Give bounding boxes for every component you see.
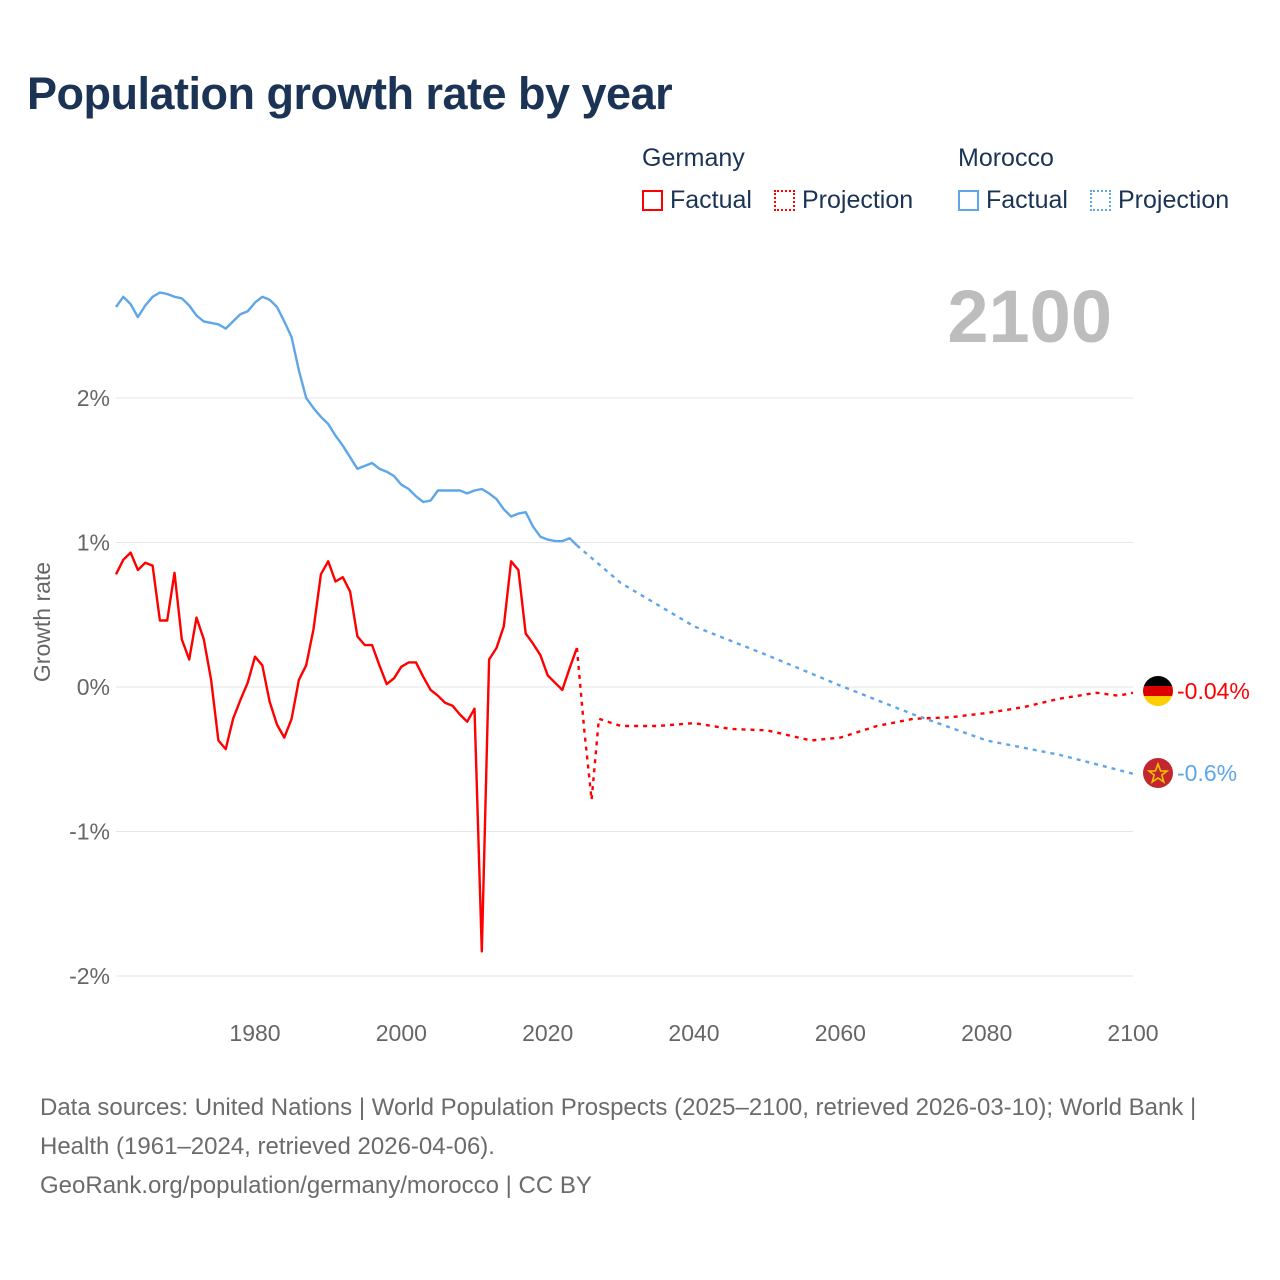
y-tick-label: 1%	[77, 530, 110, 556]
y-tick-label: 0%	[77, 674, 110, 700]
legend-swatch-projection[interactable]	[1089, 190, 1111, 211]
y-tick-label: -2%	[69, 963, 110, 989]
legend-swatch-factual[interactable]	[642, 190, 663, 211]
morocco-projection-line[interactable]	[576, 544, 1134, 775]
footer: Data sources: United Nations | World Pop…	[40, 1088, 1240, 1205]
legend-germany: Germany Factual Projection	[642, 144, 935, 215]
legend-group-name: Morocco	[958, 144, 1054, 172]
legend-label[interactable]: Projection	[1117, 186, 1230, 214]
y-axis-label: Growth rate	[29, 562, 55, 682]
x-tick-label: 2040	[668, 1020, 719, 1046]
germany-end-label: -0.04%	[1177, 678, 1250, 704]
legend-group-name: Germany	[642, 144, 745, 172]
legend-morocco: Morocco Factual Projection	[958, 144, 1251, 215]
x-tick-label: 2080	[961, 1020, 1012, 1046]
data-sources: Data sources: United Nations | World Pop…	[40, 1094, 1197, 1160]
germany-factual-line[interactable]	[114, 551, 579, 953]
legend-swatch-projection[interactable]	[773, 190, 795, 211]
x-tick-label: 2020	[522, 1020, 573, 1046]
legend-label[interactable]: Factual	[986, 186, 1068, 214]
germany-projection-line[interactable]	[575, 647, 1134, 801]
x-tick-label: 2000	[376, 1020, 427, 1046]
year-watermark: 2100	[947, 275, 1112, 358]
chart-plot: 2% 1% 0% -1% -2% 1980 2000 2020 2040 2060 2080 2100…	[29, 275, 1250, 1046]
x-tick-label: 2060	[815, 1020, 866, 1046]
legend-swatch-factual[interactable]	[958, 190, 979, 211]
legend-label[interactable]: Factual	[670, 186, 752, 214]
morocco-flag-icon	[1143, 758, 1173, 788]
x-tick-label: 2100	[1107, 1020, 1158, 1046]
chart-title: Population growth rate by year	[27, 68, 673, 119]
germany-flag-icon	[1143, 676, 1173, 706]
legend-label[interactable]: Projection	[801, 186, 914, 214]
y-tick-label: 2%	[77, 385, 110, 411]
x-tick-label: 1980	[229, 1020, 280, 1046]
credit-link[interactable]: GeoRank.org/population/germany/morocco |…	[40, 1172, 592, 1199]
morocco-end-label: -0.6%	[1177, 760, 1237, 786]
y-tick-label: -1%	[69, 819, 110, 845]
morocco-factual-line[interactable]	[115, 291, 578, 547]
